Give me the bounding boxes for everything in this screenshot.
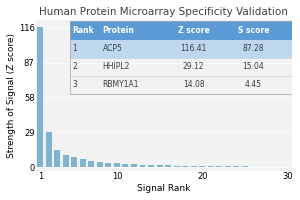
Text: 15.04: 15.04 — [242, 62, 264, 71]
FancyBboxPatch shape — [70, 21, 292, 40]
Text: 4.45: 4.45 — [245, 80, 262, 89]
Text: 1: 1 — [73, 44, 77, 53]
Bar — [242, 166, 248, 167]
Text: ACP5: ACP5 — [103, 44, 122, 53]
Text: 14.08: 14.08 — [183, 80, 204, 89]
Bar — [216, 166, 222, 167]
Bar — [174, 166, 180, 167]
Bar — [37, 27, 43, 167]
Bar — [114, 163, 120, 167]
Text: Protein: Protein — [103, 26, 134, 35]
Text: RBMY1A1: RBMY1A1 — [103, 80, 139, 89]
Bar — [199, 166, 205, 167]
Bar — [140, 165, 146, 167]
Bar — [131, 164, 137, 167]
Bar — [105, 163, 111, 167]
Bar — [63, 155, 69, 167]
Title: Human Protein Microarray Specificity Validation: Human Protein Microarray Specificity Val… — [39, 7, 288, 17]
Y-axis label: Strength of Signal (Z score): Strength of Signal (Z score) — [7, 33, 16, 158]
Text: 2: 2 — [73, 62, 77, 71]
Bar — [71, 157, 77, 167]
Bar — [122, 164, 128, 167]
Text: Rank: Rank — [73, 26, 94, 35]
FancyBboxPatch shape — [70, 40, 292, 58]
Bar — [208, 166, 214, 167]
Text: 3: 3 — [73, 80, 77, 89]
Text: Z score: Z score — [178, 26, 209, 35]
Bar — [97, 162, 103, 167]
Bar — [182, 166, 188, 167]
Text: 116.41: 116.41 — [180, 44, 207, 53]
Bar — [233, 166, 239, 167]
Bar — [157, 165, 163, 167]
Bar — [148, 165, 154, 167]
X-axis label: Signal Rank: Signal Rank — [137, 184, 190, 193]
Bar — [190, 166, 196, 167]
Text: 29.12: 29.12 — [183, 62, 204, 71]
Bar — [88, 161, 94, 167]
Bar — [225, 166, 231, 167]
Bar — [80, 159, 86, 167]
Bar — [46, 132, 52, 167]
Bar — [54, 150, 60, 167]
Text: HHIPL2: HHIPL2 — [103, 62, 130, 71]
Bar — [165, 165, 171, 167]
Text: S score: S score — [238, 26, 269, 35]
Text: 87.28: 87.28 — [242, 44, 264, 53]
